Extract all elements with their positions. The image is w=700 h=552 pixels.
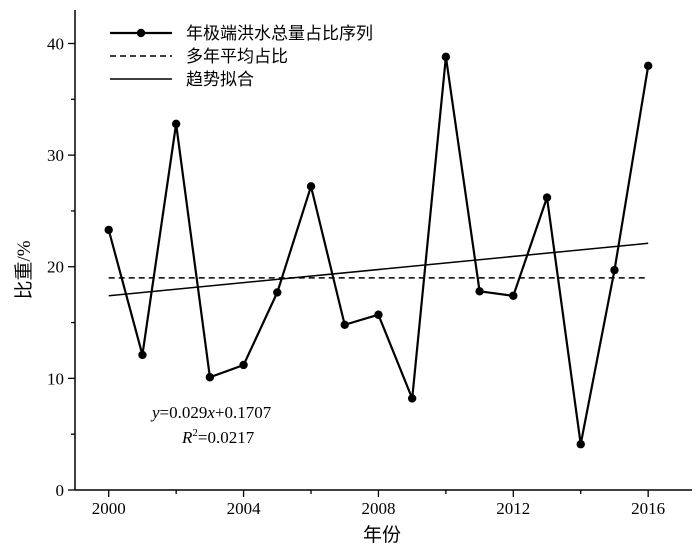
data-point — [239, 360, 248, 370]
data-point — [138, 350, 147, 360]
data-point — [205, 373, 215, 382]
data-point — [643, 61, 653, 71]
x-tick-label: 2016 — [631, 499, 665, 518]
y-tick-label: 10 — [47, 369, 64, 388]
axes: 2000 2004 2008 2012 2016 0 10 20 30 40 — [47, 10, 692, 518]
data-point — [610, 265, 619, 275]
data-point — [576, 440, 585, 449]
data-point — [407, 394, 417, 403]
r-squared: R2=0.0217 — [181, 427, 255, 447]
plot-area — [104, 52, 653, 449]
data-point — [475, 287, 484, 296]
x-tick-label: 2012 — [496, 499, 530, 518]
y-tick-label: 0 — [56, 481, 65, 500]
legend-marker-series — [136, 28, 146, 38]
y-tick-label: 20 — [47, 258, 64, 277]
x-tick-label: 2000 — [92, 499, 126, 518]
data-point — [104, 225, 113, 235]
data-point — [441, 52, 451, 62]
data-point — [340, 320, 349, 329]
data-point — [171, 119, 181, 129]
data-point — [273, 288, 282, 297]
x-tick-label: 2004 — [227, 499, 262, 518]
y-axis-title: 比重/% — [13, 240, 35, 299]
x-axis-title: 年份 — [363, 524, 401, 546]
y-tick-label: 40 — [47, 34, 64, 53]
trend-line — [108, 242, 649, 297]
data-point — [374, 310, 383, 319]
regression-equation: y=0.029x+0.1707 — [150, 403, 272, 422]
x-tick-label: 2008 — [361, 499, 395, 518]
legend-label: 趋势拟合 — [186, 70, 254, 89]
legend-label: 年极端洪水总量占比序列 — [186, 24, 373, 43]
data-point — [542, 193, 552, 202]
legend-label: 多年平均占比 — [186, 47, 288, 66]
y-tick-label: 30 — [47, 146, 64, 165]
data-point — [509, 291, 518, 300]
data-point — [306, 182, 316, 191]
